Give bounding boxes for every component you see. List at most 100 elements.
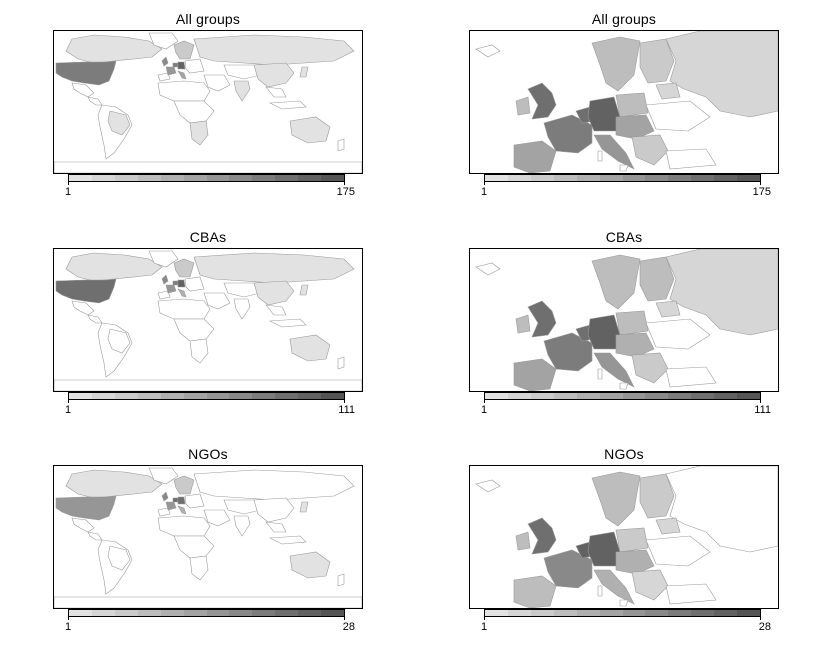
legend-max-label: 111 [338,404,355,416]
europe-map[interactable] [469,30,779,174]
region-china [253,62,295,88]
region-uk [161,491,169,502]
region-uk [161,56,169,67]
legend-swatch [530,175,554,181]
legend-tick-min [484,615,485,620]
region-italy [177,288,187,298]
legend-min-label: 1 [65,404,72,416]
region-canada [65,34,163,64]
legend-min-label: 1 [65,621,72,633]
region-japan [299,66,309,78]
legend-swatch [553,610,577,616]
legend-tick-max [760,615,761,620]
region-nordic [591,36,641,92]
region-africa_c [173,535,215,559]
legend-swatch [252,610,276,616]
legend-tick-max [344,615,345,620]
region-central [615,332,655,358]
region-nz [337,356,345,370]
region-balkans [631,569,669,601]
region-mideast [203,74,231,92]
legend-swatch [645,175,669,181]
region-se_asia [265,86,287,98]
legend-swatch [737,175,761,181]
region-russia [665,31,778,118]
region-central [615,114,655,140]
region-greenland [148,32,179,50]
region-iberia [513,358,557,391]
region-poland [615,92,649,118]
region-india [233,515,251,537]
region-germany [587,531,621,567]
region-france [543,549,593,589]
region-sicily [619,382,629,390]
legend-swatch [206,610,230,616]
region-germany [177,61,186,70]
legend-swatch [321,175,345,181]
legend-swatch [206,393,230,399]
region-russia [193,469,355,501]
region-baltics [655,517,681,535]
legend-swatch [485,610,508,616]
region-france [165,66,177,76]
legend-swatch [691,393,715,399]
legend-swatch [137,393,161,399]
region-nordic [591,471,641,527]
region-germany [177,279,186,288]
region-china [253,280,295,306]
region-benelux [172,62,179,68]
legend-max-label: 28 [342,621,355,633]
legend-swatch [485,175,508,181]
legend-swatch [645,393,669,399]
region-asia_c [223,64,261,80]
world-map[interactable] [53,465,363,609]
panel-title: All groups [175,11,241,27]
legend-swatch [714,393,738,399]
legend-tick-min [484,180,485,185]
legend-swatch [714,175,738,181]
legend-max-label: 28 [758,621,771,633]
world-map[interactable] [53,248,363,392]
legend-swatch [229,175,253,181]
legend-swatch [206,175,230,181]
legend-swatch [114,393,138,399]
region-iberia [157,507,171,517]
region-baltics [655,300,681,318]
region-nordic [591,254,641,310]
legend-swatch [298,175,322,181]
europe-map[interactable] [469,248,779,392]
region-iceland [475,44,501,58]
region-usa [55,278,117,304]
region-africa_c [173,318,215,342]
legend-swatch [91,610,115,616]
region-sardinia [597,150,603,162]
legend-swatch [69,393,92,399]
region-usa [55,60,117,86]
region-russia [193,252,355,284]
region-africa_n [157,515,211,537]
region-central_am [87,96,103,106]
region-greenland [148,250,179,268]
legend-swatch [69,175,92,181]
legend-swatch [668,393,692,399]
region-greenland [148,467,179,485]
region-uk [527,300,557,338]
region-italy [593,134,635,170]
legend-min-label: 1 [481,621,488,633]
region-germany [177,496,186,505]
region-indonesia [268,535,307,545]
region-iceland [475,262,501,276]
panel-title: NGOs [604,446,644,462]
region-africa_n [157,298,211,320]
region-japan [299,284,309,296]
legend-swatch [275,610,299,616]
region-russia [665,466,778,553]
legend-swatch [298,610,322,616]
region-sardinia [597,585,603,597]
legend-swatch [275,175,299,181]
region-nz [337,573,345,587]
region-africa_south [189,338,209,364]
region-australia [289,551,331,579]
europe-map[interactable] [469,465,779,609]
world-map[interactable] [53,30,363,174]
